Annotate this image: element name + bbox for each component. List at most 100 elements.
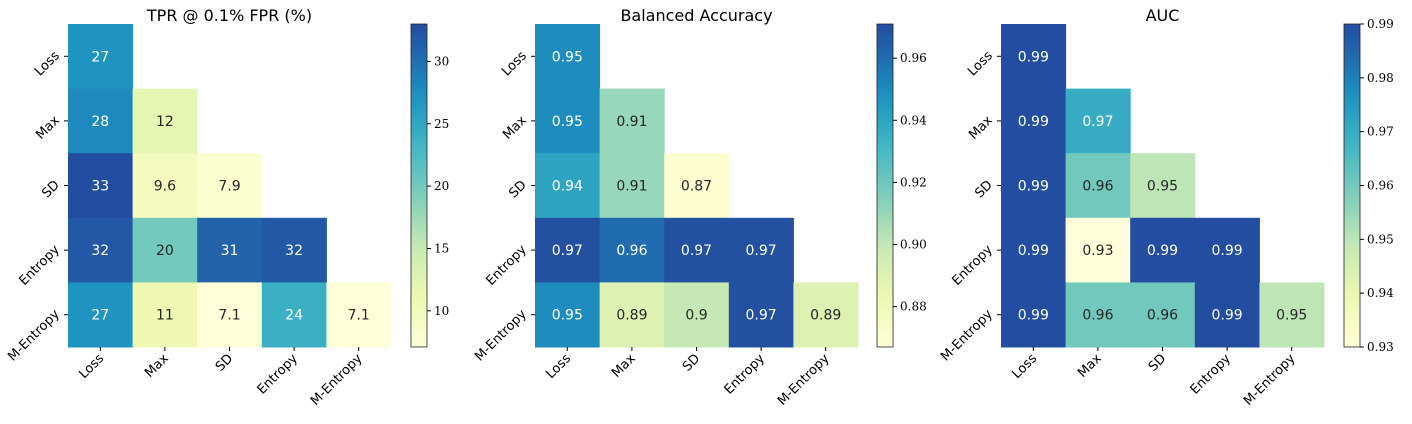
heatmap-cell: [599, 88, 665, 154]
heatmap-cell: [535, 88, 601, 154]
colorbar-tick-label: 0.90: [900, 238, 927, 252]
y-tick-label: SD: [506, 178, 530, 202]
colorbar-tick-label: 0.96: [1367, 179, 1394, 193]
heatmap-cell: [535, 153, 601, 219]
cell-label: 0.87: [681, 179, 712, 195]
heatmap-cell: [599, 282, 665, 348]
cell-label: 0.96: [1082, 179, 1113, 195]
heatmap-panel-2: Balanced Accuracy 0.95 0.95 0.91 0.94 0.91 0.8…: [472, 6, 927, 409]
cell-label: 32: [285, 243, 303, 259]
cell-label: 0.95: [552, 49, 583, 65]
heatmap-cell: [535, 282, 601, 348]
heatmap-cell: [1130, 217, 1196, 283]
heatmap-cell: [132, 88, 198, 154]
heatmap-cell: [132, 217, 198, 283]
heatmap-cell: [68, 88, 134, 154]
y-tick-label: Max: [33, 113, 63, 143]
colorbar-tick-label: 0.99: [1367, 17, 1394, 31]
heatmap-cell: [1065, 153, 1131, 219]
colorbar-tick-label: 0.96: [900, 51, 927, 65]
cell-label: 31: [221, 243, 239, 259]
colorbar-tick-label: 30: [434, 54, 449, 68]
heatmap-cell: [1130, 153, 1196, 219]
colorbar-tick-label: 0.92: [900, 175, 927, 189]
cell-label: 0.99: [1018, 243, 1049, 259]
y-tick-label: SD: [972, 178, 996, 202]
x-tick-label: Max: [142, 351, 172, 381]
x-tick-label: SD: [1146, 351, 1170, 375]
chart-title: AUC: [1146, 6, 1180, 25]
heatmap-cell: [1001, 282, 1067, 348]
heatmap-cell: [1065, 88, 1131, 154]
y-tick-label: Entropy: [950, 242, 997, 289]
x-tick-label: M-Entropy: [1241, 351, 1299, 409]
cell-label: 0.96: [616, 243, 647, 259]
y-tick-label: M-Entropy: [5, 307, 63, 365]
heatmap-cell: [68, 217, 134, 283]
cell-label: 0.99: [1212, 308, 1243, 324]
cell-label: 0.91: [616, 179, 647, 195]
cell-label: 0.99: [1018, 114, 1049, 130]
colorbar: [876, 23, 894, 348]
heatmap-cell: [68, 24, 134, 90]
heatmap-cell: [1065, 217, 1131, 283]
colorbar-tick-label: 0.97: [1367, 125, 1394, 139]
colorbar-tick-label: 0.88: [900, 300, 927, 314]
colorbar: [410, 23, 428, 348]
cell-label: 0.95: [552, 114, 583, 130]
cell-label: 0.9: [685, 308, 707, 324]
heatmap-cell: [132, 282, 198, 348]
x-tick-label: M-Entropy: [775, 351, 833, 409]
y-tick-label: M-Entropy: [472, 307, 530, 365]
heatmap-cell: [1194, 282, 1260, 348]
heatmap-cell: [261, 282, 327, 348]
heatmap-cell: [1001, 217, 1067, 283]
y-tick-label: Loss: [499, 48, 530, 79]
x-tick-label: SD: [680, 351, 704, 375]
heatmap-panel-1: TPR @ 0.1% FPR (%) 27 28 12 33 9.6 7.9 32 20 31 32…: [5, 6, 449, 409]
heatmap-cell: [599, 217, 665, 283]
heatmap-cell: [68, 153, 134, 219]
heatmap-cell: [68, 282, 134, 348]
cell-label: 27: [91, 308, 109, 324]
y-tick-label: Max: [966, 113, 996, 143]
cell-label: 0.94: [552, 179, 583, 195]
x-tick-label: Max: [609, 351, 639, 381]
cell-label: 0.99: [1018, 179, 1049, 195]
cell-label: 7.1: [218, 308, 240, 324]
colorbar-tick-label: 0.95: [1367, 232, 1394, 246]
cell-label: 0.96: [1147, 308, 1178, 324]
cell-label: 0.96: [1082, 308, 1113, 324]
cell-label: 0.89: [616, 308, 647, 324]
cell-label: 24: [285, 308, 303, 324]
heatmap-cell: [728, 217, 794, 283]
heatmap-cell: [197, 282, 263, 348]
cell-label: 0.97: [681, 243, 712, 259]
heatmap-cell: [535, 217, 601, 283]
x-tick-label: SD: [213, 351, 237, 375]
heatmap-cell: [197, 217, 263, 283]
cell-label: 0.89: [810, 308, 841, 324]
cell-label: 0.95: [1276, 308, 1307, 324]
cell-label: 0.95: [552, 308, 583, 324]
heatmap-cell: [535, 24, 601, 90]
cell-label: 0.91: [616, 114, 647, 130]
x-tick-label: Entropy: [722, 351, 769, 398]
heatmap-cell: [197, 153, 263, 219]
y-tick-label: M-Entropy: [938, 307, 996, 365]
colorbar-tick-label: 25: [434, 117, 449, 131]
heatmap-cell: [1001, 24, 1067, 90]
heatmap-cell: [1130, 282, 1196, 348]
cell-label: 0.93: [1082, 243, 1113, 259]
heatmap-cell: [728, 282, 794, 348]
chart-title: Balanced Accuracy: [620, 6, 772, 25]
cell-label: 7.9: [218, 179, 240, 195]
cell-label: 0.97: [552, 243, 583, 259]
cell-label: 7.1: [348, 308, 370, 324]
x-tick-label: Entropy: [255, 351, 302, 398]
cell-label: 9.6: [154, 179, 176, 195]
y-tick-label: Entropy: [484, 242, 531, 289]
heatmap-cell: [1001, 88, 1067, 154]
cell-label: 32: [91, 243, 109, 259]
